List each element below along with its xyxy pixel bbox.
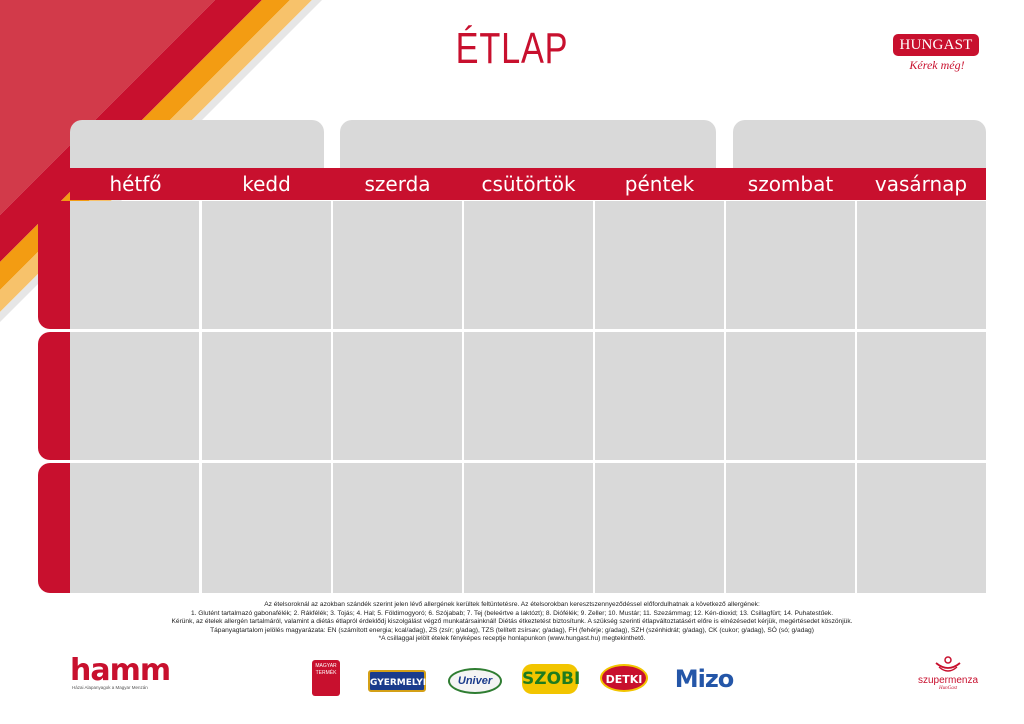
footer-line: Az ételsoroknál az azokban szándék szeri… bbox=[264, 601, 760, 608]
day-label-wednesday: szerda bbox=[364, 172, 431, 196]
footer-line: 1. Glutént tartalmazó gabonafélék; 2. Rá… bbox=[190, 609, 834, 617]
header-tab-2 bbox=[340, 120, 716, 168]
hamm-logo: hamm Házai Alapanyagok a Magyar Menzán bbox=[70, 656, 172, 692]
day-label-friday: péntek bbox=[624, 172, 695, 196]
hamm-logo-subtitle: Házai Alapanyagok a Magyar Menzán bbox=[72, 685, 148, 690]
menu-cell[interactable] bbox=[202, 463, 331, 593]
day-header-bar bbox=[70, 168, 986, 200]
page-title: ÉTLAP bbox=[455, 24, 569, 73]
menu-cell[interactable] bbox=[202, 201, 331, 329]
day-label-monday: hétfő bbox=[109, 172, 162, 196]
hamm-logo-word: hamm bbox=[70, 653, 171, 688]
hungast-logo: HUNGAST bbox=[893, 34, 979, 56]
menu-cell[interactable] bbox=[464, 201, 593, 329]
menu-cell[interactable] bbox=[857, 201, 986, 329]
header-tab-1 bbox=[70, 120, 324, 168]
menu-cell[interactable] bbox=[857, 332, 986, 460]
menu-cell[interactable] bbox=[726, 201, 855, 329]
detki-logo: DETKI bbox=[600, 664, 648, 692]
szupermenza-subtitle: HunGast bbox=[938, 686, 958, 691]
header-tab-3 bbox=[733, 120, 986, 168]
row-marker-1 bbox=[38, 201, 74, 329]
szupermenza-logo: szupermenza HunGast bbox=[910, 655, 986, 695]
menu-cell[interactable] bbox=[333, 201, 462, 329]
menu-cell[interactable] bbox=[464, 463, 593, 593]
szupermenza-word: szupermenza bbox=[917, 675, 979, 686]
footer-line: Kérünk, az ételek allergén tartalmáról, … bbox=[171, 618, 853, 626]
menu-cell[interactable] bbox=[726, 463, 855, 593]
univer-logo: Univer bbox=[448, 668, 502, 694]
menu-cell[interactable] bbox=[70, 463, 199, 593]
menu-cell[interactable] bbox=[333, 463, 462, 593]
szupermenza-smile-icon bbox=[935, 656, 961, 672]
magyar-termek-logo: MAGYAR TERMÉK bbox=[312, 660, 340, 696]
menu-cell[interactable] bbox=[595, 201, 724, 329]
gyermelyi-logo: GYERMELYI bbox=[368, 670, 426, 692]
footer-line: *A csillaggal jelölt ételek fényképes re… bbox=[378, 635, 646, 643]
row-marker-3 bbox=[38, 463, 74, 593]
day-label-tuesday: kedd bbox=[242, 172, 291, 196]
row-marker-2 bbox=[38, 332, 74, 460]
menu-cell[interactable] bbox=[857, 463, 986, 593]
hungast-tagline: Kérek még! bbox=[909, 58, 965, 72]
menu-cell[interactable] bbox=[595, 332, 724, 460]
day-label-thursday: csütörtök bbox=[481, 172, 576, 196]
menu-cell[interactable] bbox=[70, 201, 199, 329]
allergen-footer: Az ételsoroknál az azokban szándék szeri… bbox=[60, 601, 964, 644]
menu-cell[interactable] bbox=[202, 332, 331, 460]
day-label-saturday: szombat bbox=[747, 172, 834, 196]
menu-cell[interactable] bbox=[333, 332, 462, 460]
mizo-logo: Mizo bbox=[674, 665, 735, 693]
footer-line: Tápanyagtartalom jelölés magyarázata: EN… bbox=[210, 626, 814, 634]
menu-cell[interactable] bbox=[595, 463, 724, 593]
day-label-sunday: vasárnap bbox=[874, 172, 968, 196]
menu-cell[interactable] bbox=[464, 332, 593, 460]
menu-cell[interactable] bbox=[70, 332, 199, 460]
szobi-logo: SZOBI bbox=[522, 664, 580, 694]
menu-cell[interactable] bbox=[726, 332, 855, 460]
